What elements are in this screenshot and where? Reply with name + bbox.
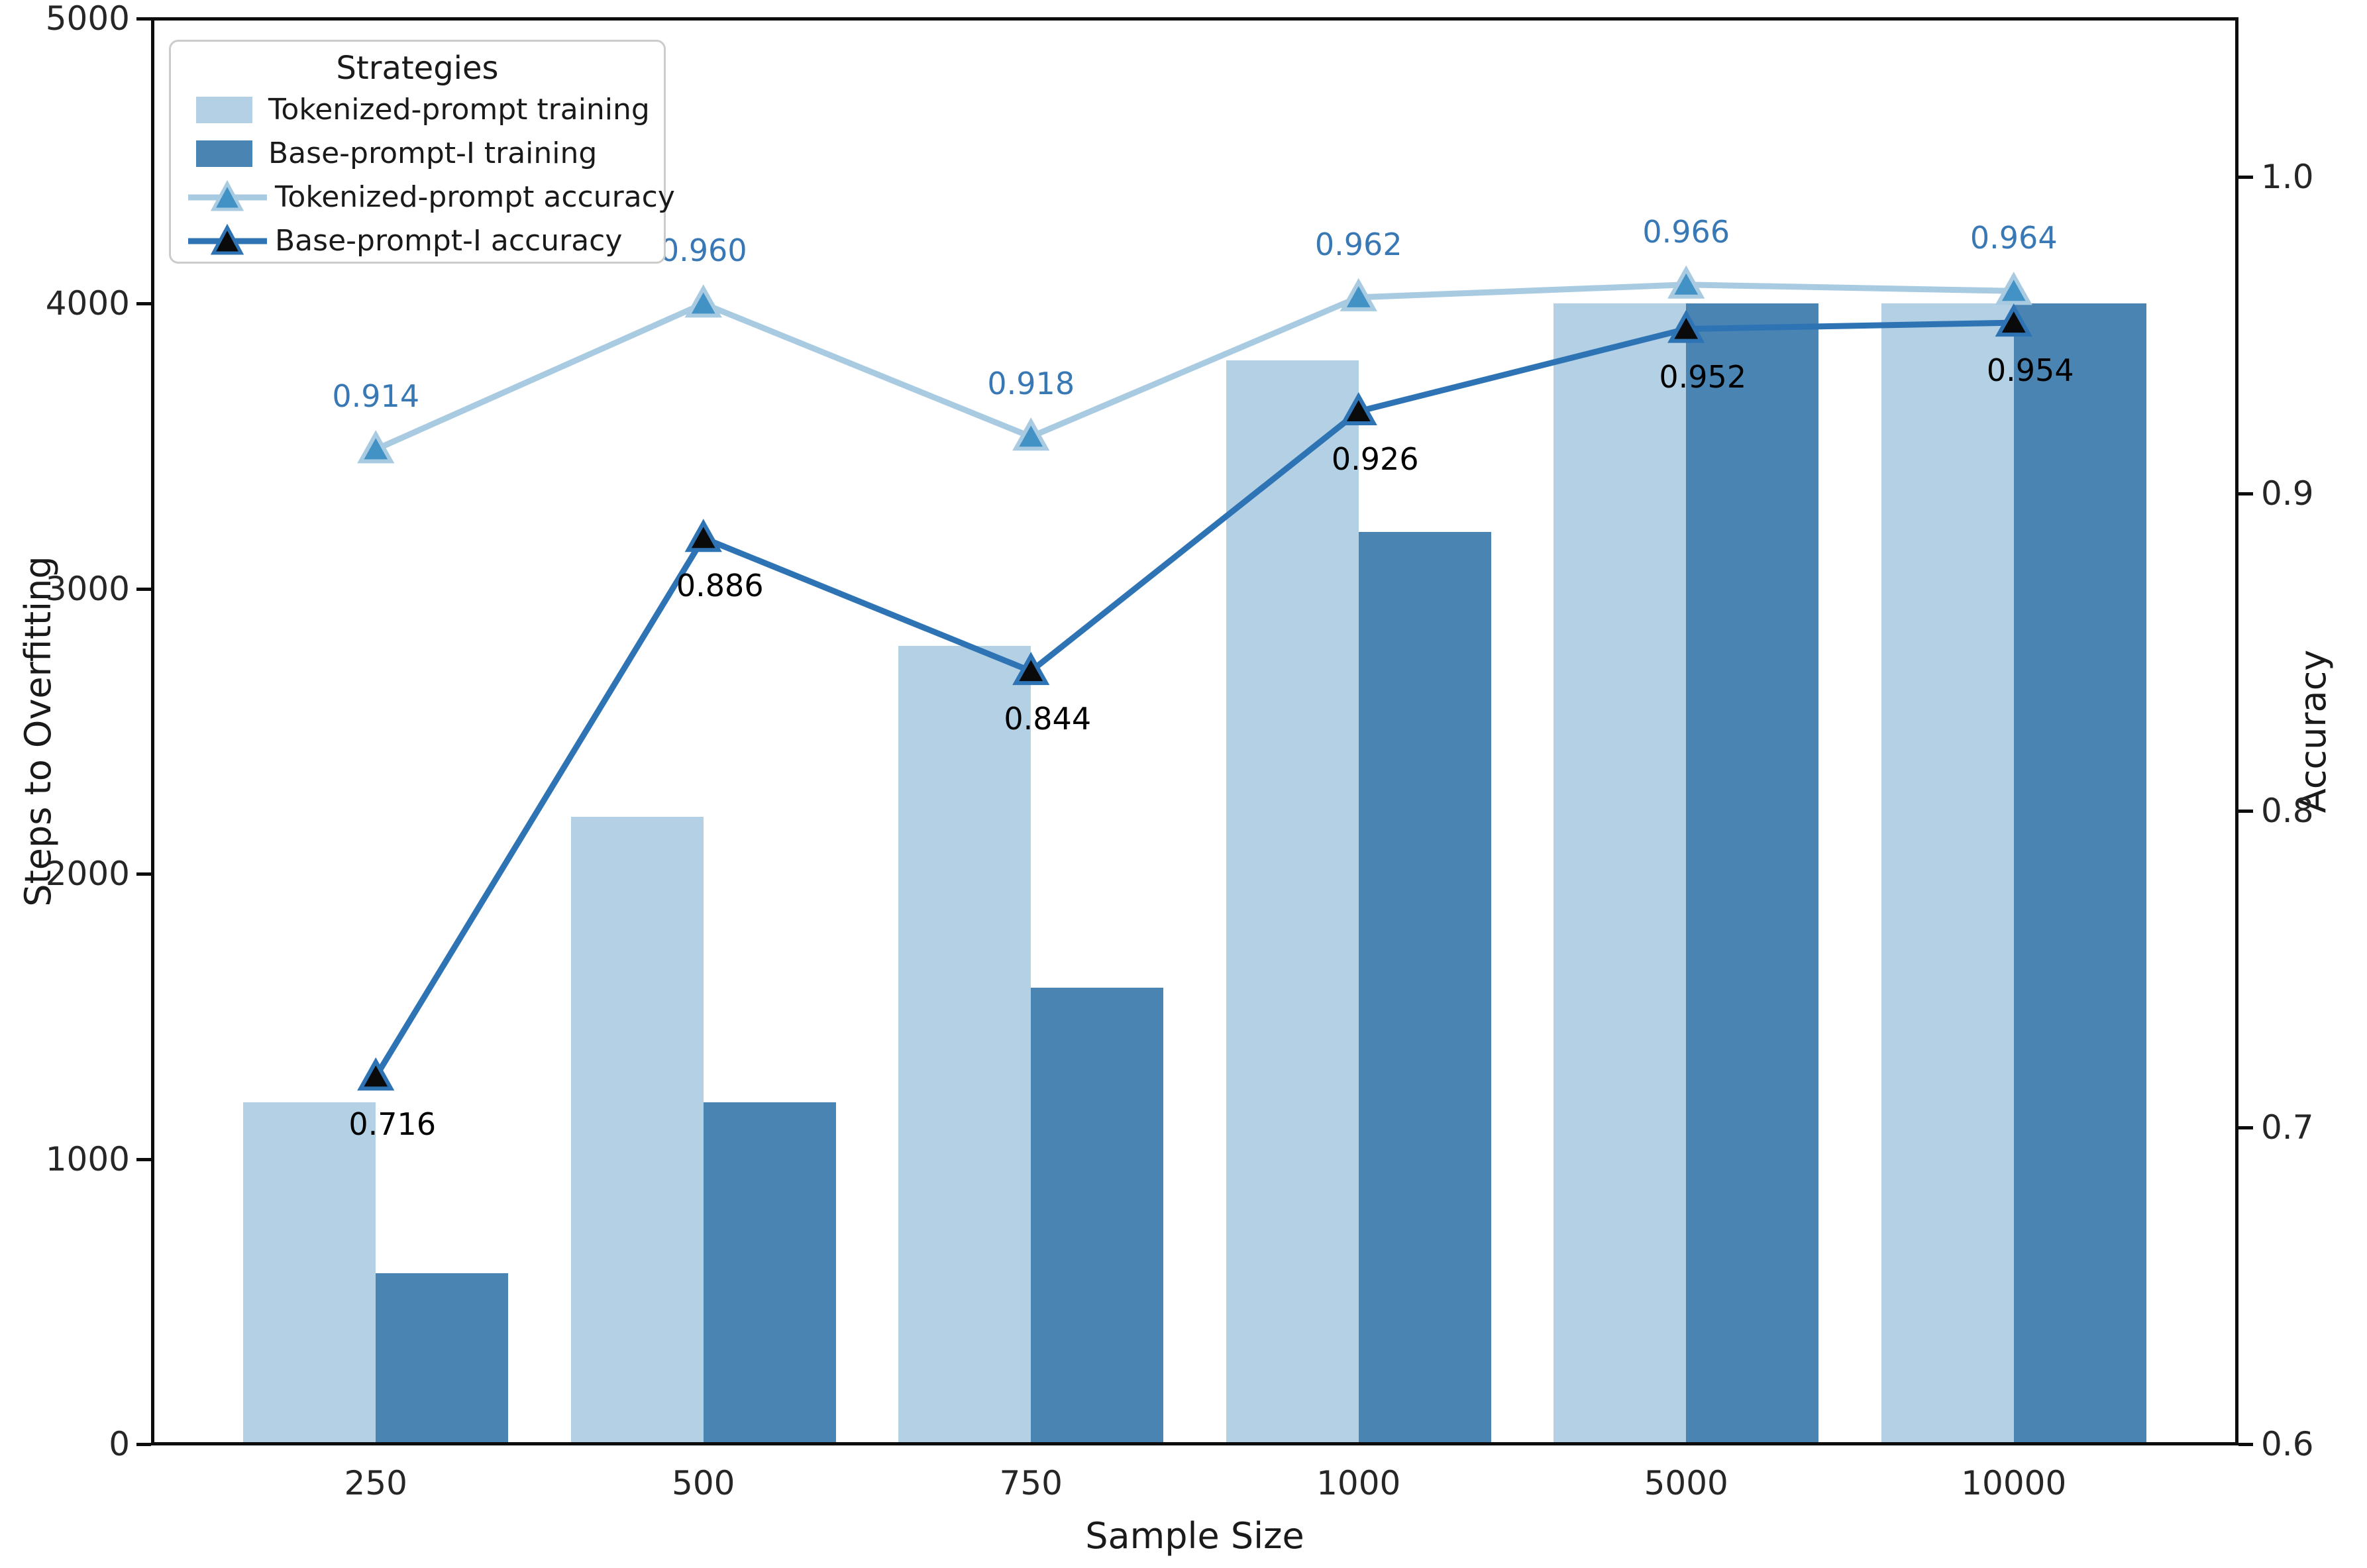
data-label-tokenized-prompt: 0.962 [1314, 226, 1402, 262]
legend-line-marker-icon [188, 223, 267, 255]
legend-swatch-patch [196, 97, 252, 123]
data-label-tokenized-prompt: 0.914 [332, 378, 420, 415]
legend-item: Base-prompt-I accuracy [187, 219, 648, 263]
data-label-tokenized-prompt: 0.960 [659, 233, 747, 269]
data-label-base-prompt-i: 0.926 [1331, 441, 1419, 477]
bar-base-prompt-i-training [2013, 303, 2146, 1444]
accuracy-lines-layer [357, 265, 2032, 1091]
data-label-base-prompt-i: 0.844 [1004, 701, 1092, 737]
accuracy-marker-tokenized-prompt [1995, 272, 2032, 305]
legend-swatch-patch [196, 140, 252, 167]
y-tick-right [2238, 1443, 2253, 1446]
data-label-base-prompt-i: 0.716 [348, 1106, 437, 1143]
accuracy-marker-tokenized-prompt [684, 284, 722, 318]
data-label-tokenized-prompt: 0.918 [987, 366, 1075, 402]
y-tick-left [136, 872, 151, 876]
legend-triangle-marker [210, 180, 244, 211]
bar-base-prompt-i-training [1686, 303, 1819, 1444]
legend: Strategies Tokenized-prompt training Base… [169, 40, 675, 264]
y-tick-label-left: 2000 [45, 855, 130, 894]
accuracy-marker-tokenized-prompt [1012, 417, 1050, 451]
y-tick-label-right: 0.9 [2261, 474, 2314, 513]
bar-tokenized-prompt-training [1553, 303, 1687, 1444]
bar-base-prompt-i-training [1031, 988, 1164, 1444]
y-tick-label-right: 0.7 [2261, 1108, 2314, 1147]
y-tick-label-left: 4000 [45, 284, 130, 323]
data-label-base-prompt-i: 0.886 [676, 568, 764, 604]
y-tick-right [2238, 809, 2253, 813]
y-tick-right [2238, 492, 2253, 496]
accuracy-line-base-prompt-i [373, 319, 2014, 1078]
x-tick-label: 10000 [1961, 1464, 2067, 1502]
y-tick-label-left: 0 [109, 1425, 130, 1463]
y-tick-label-right: 1.0 [2261, 158, 2314, 197]
accuracy-marker-base-prompt-i [1012, 652, 1050, 686]
data-label-base-prompt-i: 0.952 [1659, 358, 1747, 395]
legend-title: Strategies [336, 50, 499, 87]
y-tick-right [2238, 176, 2253, 180]
bar-tokenized-prompt-training [1226, 360, 1359, 1444]
bar-tokenized-prompt-training [570, 817, 704, 1444]
legend-item-label: Tokenized-prompt accuracy [275, 180, 675, 214]
y-tick-label-left: 1000 [45, 1139, 130, 1178]
y-tick-left [136, 1157, 151, 1161]
y-tick-label-right: 0.8 [2261, 791, 2314, 830]
y-tick-label-left: 5000 [45, 0, 130, 38]
legend-item: Tokenized-prompt accuracy [187, 176, 675, 219]
x-tick-label: 5000 [1644, 1464, 1728, 1502]
y-tick-label-left: 3000 [45, 569, 130, 608]
y-tick-left [136, 1443, 151, 1446]
axis-spine-top [151, 17, 2238, 21]
bar-tokenized-prompt-training [243, 1102, 376, 1444]
legend-item-label: Tokenized-prompt training [268, 93, 650, 127]
accuracy-marker-base-prompt-i [1340, 392, 1377, 425]
bar-base-prompt-i-training [376, 1273, 509, 1444]
x-tick-label: 250 [344, 1464, 407, 1502]
legend-line-marker-icon [188, 180, 267, 211]
bar-base-prompt-i-training [703, 1102, 836, 1444]
y-axis-label-right: Accuracy [2292, 649, 2334, 813]
data-label-tokenized-prompt: 0.966 [1642, 213, 1730, 250]
accuracy-marker-base-prompt-i [1995, 303, 2032, 337]
accuracy-line-tokenized-prompt [374, 282, 2014, 452]
legend-items: Tokenized-prompt training Base-prompt-I t… [187, 88, 675, 263]
data-label-base-prompt-i: 0.954 [1986, 352, 2074, 389]
y-tick-left [136, 302, 151, 306]
x-axis-label: Sample Size [1085, 1515, 1304, 1557]
bar-tokenized-prompt-training [898, 645, 1031, 1444]
legend-item-label: Base-prompt-I training [268, 136, 598, 170]
y-tick-right [2238, 1125, 2253, 1129]
x-tick-label: 1000 [1316, 1464, 1401, 1502]
y-axis-label-left: Steps to Overfitting [17, 556, 59, 907]
y-tick-left [136, 17, 151, 21]
legend-item-label: Base-prompt-I accuracy [275, 224, 623, 258]
accuracy-marker-tokenized-prompt [1667, 265, 1705, 299]
accuracy-marker-base-prompt-i [357, 1057, 395, 1091]
accuracy-marker-base-prompt-i [1667, 309, 1705, 343]
y-tick-label-right: 0.6 [2261, 1425, 2314, 1463]
x-tick-label: 750 [999, 1464, 1063, 1502]
legend-triangle-marker [210, 223, 244, 255]
bar-base-prompt-i-training [1358, 531, 1491, 1444]
legend-swatch-line [187, 223, 268, 258]
y-tick-left [136, 587, 151, 591]
legend-item: Tokenized-prompt training [187, 88, 650, 132]
accuracy-marker-base-prompt-i [684, 519, 722, 552]
axis-spine-right [2235, 17, 2238, 1445]
data-label-tokenized-prompt: 0.964 [1970, 220, 2058, 256]
legend-swatch-line [187, 180, 268, 215]
accuracy-marker-tokenized-prompt [357, 430, 395, 464]
x-tick-label: 500 [672, 1464, 735, 1502]
accuracy-marker-tokenized-prompt [1340, 278, 1377, 311]
axis-spine-bottom [151, 1442, 2238, 1445]
bar-tokenized-prompt-training [1881, 303, 2014, 1444]
axis-spine-left [151, 17, 154, 1445]
legend-item: Base-prompt-I training [187, 132, 648, 176]
